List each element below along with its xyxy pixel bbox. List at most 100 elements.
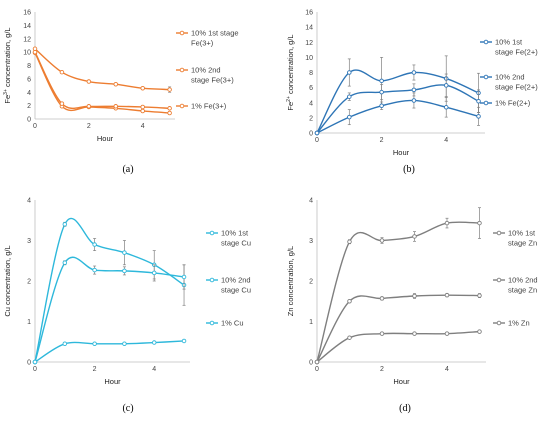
chart-panel-1: 0 2 4 6 8 10 12 14 16 0 2 4 Hour Fe3+ concentration, …: [3, 10, 239, 176]
y-tick-label: 4: [309, 198, 313, 205]
data-point: [443, 83, 449, 88]
data-point: [62, 260, 68, 266]
data-point: [113, 81, 119, 87]
series-line: [316, 221, 480, 363]
data-point: [32, 359, 38, 365]
y-axis-label: Fe2+ concentration, g/L: [286, 34, 295, 110]
data-point: [113, 104, 119, 109]
data-point: [62, 222, 68, 227]
data-point: [59, 69, 65, 75]
x-axis-label: Hour: [97, 134, 114, 143]
data-point: [140, 104, 145, 110]
y-tick-label: 0: [309, 360, 313, 367]
y-tick-label: 3: [27, 238, 31, 245]
y-tick-label: 3: [309, 238, 313, 245]
data-point: [92, 242, 97, 247]
data-point: [476, 114, 481, 119]
data-point: [411, 87, 417, 93]
y-axis-label: Fe3+ concentration, g/L: [3, 27, 12, 103]
legend-swatch-marker: [209, 320, 215, 326]
x-axis-label: Hour: [104, 377, 121, 386]
data-point: [122, 268, 127, 274]
data-point: [477, 329, 482, 334]
y-tick-label: 0: [309, 131, 313, 138]
data-point: [411, 70, 417, 75]
y-tick-label: 14: [23, 23, 31, 30]
y-tick-label: 14: [305, 25, 313, 32]
data-point: [477, 220, 482, 226]
series-line: [34, 256, 185, 363]
data-point: [181, 338, 187, 344]
legend-entry: 10% 1st stage Fe(2+): [495, 38, 538, 57]
data-point: [347, 335, 352, 340]
x-tick-label: 0: [33, 123, 37, 130]
y-tick-label: 2: [309, 115, 313, 122]
data-point: [167, 106, 172, 111]
series-line: [316, 69, 479, 134]
y-tick-label: 6: [27, 76, 31, 83]
legend-entry: 10% 2nd stage Cu: [221, 276, 251, 295]
chart-panel-2: 0 2 4 6 8 10 12 14 16 0 2 4 Hour Fe2+ concentration, …: [286, 10, 538, 176]
data-point: [86, 104, 92, 109]
series-line: [316, 99, 479, 134]
data-point: [379, 103, 384, 109]
legend-swatch-marker: [496, 320, 502, 326]
data-point: [347, 239, 352, 244]
data-point: [86, 79, 92, 84]
data-point: [167, 110, 172, 116]
x-tick-label: 2: [380, 366, 384, 373]
legend-swatch-marker: [209, 230, 215, 236]
legend-swatch-marker: [179, 67, 185, 73]
panel-label: (d): [399, 403, 411, 414]
data-point: [151, 270, 157, 276]
data-point: [477, 293, 482, 298]
data-point: [181, 274, 187, 280]
legend-entry: 10% 2nd stage Fe(3+): [191, 66, 234, 85]
panel-label: (a): [122, 164, 133, 175]
x-tick-label: 0: [315, 366, 319, 373]
y-tick-label: 0: [27, 117, 31, 124]
data-point: [412, 293, 417, 299]
y-tick-label: 12: [305, 40, 313, 47]
data-point: [140, 108, 145, 114]
data-point: [59, 101, 65, 106]
data-point: [140, 85, 145, 91]
data-point: [347, 94, 352, 99]
data-point: [444, 331, 450, 336]
x-tick-label: 2: [87, 123, 91, 130]
chart-panel-3: 0 1 2 3 4 0 2 4 Hour Cu concentration, g/L 10% 1st…: [3, 198, 251, 415]
x-tick-label: 2: [93, 366, 97, 373]
legend-entry: 10% 2nd stage Fe(2+): [495, 73, 538, 92]
panel-label: (b): [403, 164, 415, 175]
legend-entry: 10% 1st stage Fe(3+): [191, 29, 239, 48]
y-tick-label: 1: [27, 319, 31, 326]
y-tick-label: 4: [27, 198, 31, 205]
y-tick-label: 2: [309, 279, 313, 286]
legend-swatch-marker: [496, 230, 502, 236]
data-point: [347, 70, 352, 75]
data-point: [122, 250, 127, 255]
data-point: [444, 220, 450, 226]
y-tick-label: 10: [23, 50, 31, 57]
data-point: [347, 299, 352, 304]
legend-swatch-marker: [483, 100, 489, 106]
legend-entry: 10% 1st stage Zn: [508, 229, 537, 248]
y-tick-label: 2: [27, 279, 31, 286]
data-point: [314, 359, 320, 365]
y-tick-label: 8: [309, 70, 313, 77]
data-point: [444, 292, 450, 298]
series-line: [34, 52, 170, 114]
legend-entry: 1% Fe(3+): [191, 102, 227, 111]
y-tick-label: 12: [23, 36, 31, 43]
legend-swatch-marker: [179, 103, 185, 109]
y-axis-label: Zn concentration, g/L: [286, 246, 295, 316]
data-point: [476, 98, 481, 104]
data-point: [379, 238, 385, 243]
x-tick-label: 4: [445, 366, 449, 373]
data-point: [412, 331, 417, 336]
data-point: [32, 46, 38, 52]
legend-entry: 1% Fe(2+): [495, 99, 531, 108]
legend-entry: 1% Zn: [508, 319, 530, 328]
y-tick-label: 0: [27, 360, 31, 367]
